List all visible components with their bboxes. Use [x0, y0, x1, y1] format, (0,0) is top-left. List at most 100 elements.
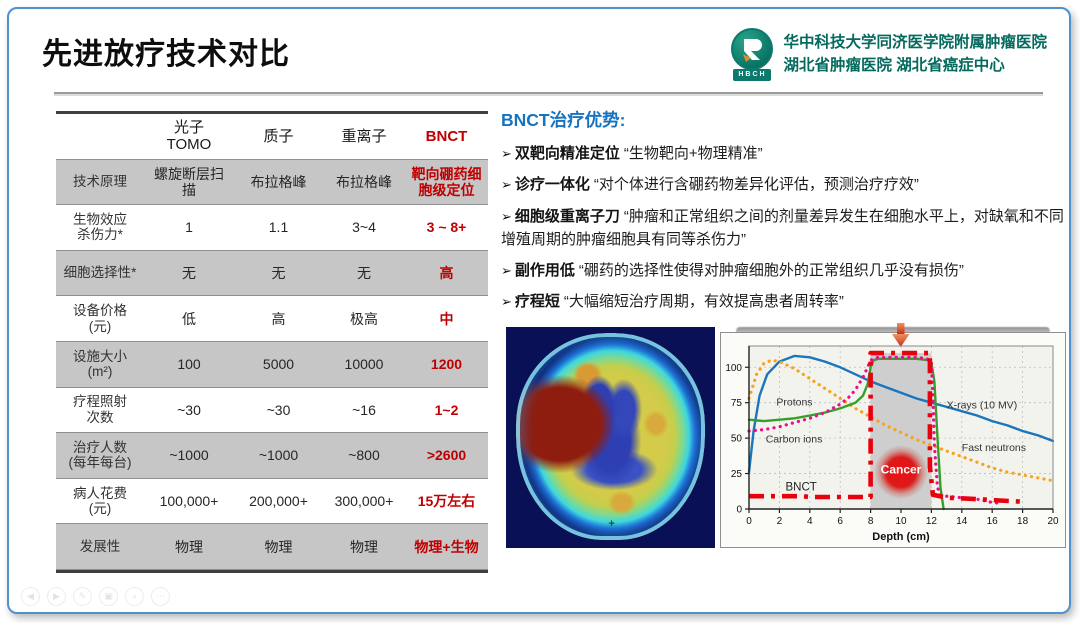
dose-depth-chart-card: 0 2 4 6 8 10 12 14 16 18 20 0 25 50 75 100 Depth (cm) Pro…	[720, 323, 1066, 548]
x-tick-label: 8	[868, 516, 874, 527]
table-cell: ~30	[177, 401, 201, 418]
row-label: 设备价格 (元)	[73, 303, 127, 334]
table-row: 病人花费 (元) 100,000+ 200,000+ 300,000+ 15万左右	[56, 479, 488, 524]
all-slides-button[interactable]: ▣	[99, 587, 118, 606]
x-axis-label: Depth (cm)	[872, 531, 930, 543]
y-tick-label: 0	[736, 505, 742, 516]
table-cell: 物理+生物	[414, 538, 479, 555]
table-row: 细胞选择性* 无 无 无 高	[56, 249, 488, 297]
x-tick-label: 16	[987, 516, 999, 527]
hospital-brand: HBCH 华中科技大学同济医学院附属肿瘤医院 湖北省肿瘤医院 湖北省癌症中心	[730, 27, 1047, 81]
y-tick-label: 75	[731, 398, 743, 409]
table-row: 疗程照射 次数 ~30 ~30 ~16 1~2	[56, 388, 488, 433]
curve-label-x-rays-10-mv-: X-rays (10 MV)	[947, 399, 1018, 411]
chart-card-shadow	[736, 327, 1050, 335]
advantage-quote: “对个体进行含硼药物差异化评估，预测治疗疗效”	[593, 176, 919, 194]
table-row: 光子 TOMO 质子 重离子 BNCT	[56, 114, 488, 159]
table-cell: 布拉格峰	[250, 173, 307, 190]
table-cell: ~1000	[258, 447, 299, 464]
table-cell: 低	[182, 310, 196, 327]
advantages-list: 双靶向精准定位“生物靶向+物理精准” 诊疗一体化“对个体进行含硼药物差异化评估，预…	[501, 142, 1069, 314]
x-tick-label: 10	[895, 516, 907, 527]
advantage-quote: “大幅缩短治疗周期，有效提高患者周转率”	[563, 293, 844, 311]
table-cell: 5000	[262, 356, 295, 373]
advantage-lead: 诊疗一体化	[514, 176, 590, 194]
table-cell: 无	[182, 265, 196, 282]
table-cell: 高	[271, 310, 286, 327]
advantage-lead: 细胞级重离子刀	[514, 207, 620, 225]
zoom-slide-button[interactable]: ⌕	[125, 587, 144, 606]
table-cell: 1~2	[434, 401, 459, 418]
advantages-heading: BNCT治疗优势:	[501, 110, 626, 130]
bnct-advantages: BNCT治疗优势: 双靶向精准定位“生物靶向+物理精准” 诊疗一体化“对个体进行含…	[501, 107, 1069, 322]
hospital-logo-icon: HBCH	[730, 27, 774, 81]
table-cell: 10000	[344, 356, 384, 373]
table-cell: 3 ~ 8+	[426, 219, 467, 236]
column-header: 重离子	[341, 127, 387, 145]
table-cell: 无	[357, 265, 371, 282]
row-label: 技术原理	[73, 174, 127, 190]
table-cell: 布拉格峰	[336, 173, 392, 190]
advantage-lead: 疗程短	[514, 293, 560, 311]
table-row: 发展性 物理 物理 物理 物理+生物	[56, 523, 488, 570]
pen-tool-button[interactable]: ✎	[73, 587, 92, 606]
hospital-name-line2: 湖北省肿瘤医院 湖北省癌症中心	[783, 57, 1005, 74]
table-cell: 200,000+	[249, 493, 308, 509]
curve-label-carbon-ions: Carbon ions	[766, 433, 823, 445]
advantage-lead: 副作用低	[514, 262, 575, 279]
table-cell: 无	[271, 265, 286, 282]
x-tick-label: 14	[956, 516, 968, 527]
advantage-quote: “肿瘤和正常组织之间的剂量差异发生在细胞水平上，对缺氧和不同增殖周期的肿瘤细胞具…	[501, 207, 1064, 248]
previous-slide-button[interactable]: ◀	[21, 587, 40, 606]
tumor-depth-arrow-icon	[892, 323, 910, 347]
more-options-button[interactable]: ⋯	[151, 587, 170, 606]
hospital-name: 华中科技大学同济医学院附属肿瘤医院 湖北省肿瘤医院 湖北省癌症中心	[783, 31, 1047, 78]
hospital-name-line1: 华中科技大学同济医学院附属肿瘤医院	[783, 33, 1047, 51]
table-cell: 1200	[430, 356, 463, 373]
advantage-quote: “硼药的选择性使得对肿瘤细胞外的正常组织几乎没有损伤”	[578, 262, 964, 279]
x-tick-label: 20	[1047, 516, 1059, 527]
series-x-rays-10-mv-	[747, 354, 1055, 474]
next-slide-button[interactable]: ▶	[47, 587, 66, 606]
x-tick-label: 12	[926, 516, 938, 527]
table-cell: 1.1	[268, 219, 289, 236]
x-tick-label: 18	[1017, 516, 1029, 527]
table-cell: 3~4	[352, 219, 376, 236]
cancer-blob	[874, 445, 928, 500]
table-cell: 物理	[264, 538, 293, 555]
curve-label-bnct: BNCT	[785, 482, 816, 494]
y-tick-label: 50	[731, 434, 743, 445]
row-label: 治疗人数 (每年每台)	[68, 439, 132, 471]
presentation-slide: 先进放疗技术对比 HBCH 华中科技大学同济医学院附属肿瘤医院 湖北省肿瘤医院 …	[7, 7, 1071, 614]
row-label: 生物效应 杀伤力*	[73, 211, 127, 243]
table-cell: ~30	[266, 401, 291, 418]
y-tick-label: 25	[731, 469, 743, 480]
table-row: 生物效应 杀伤力* 1 1.1 3~4 3 ~ 8+	[56, 205, 488, 250]
row-label: 疗程照射 次数	[73, 394, 127, 425]
table-cell: ~16	[352, 401, 376, 418]
table-cell: 物理	[350, 538, 378, 555]
table-cell: ~1000	[169, 447, 209, 464]
presenter-controls: ◀ ▶ ✎ ▣ ⌕ ⋯	[21, 587, 170, 606]
table-row: 设备价格 (元) 低 高 极高 中	[56, 296, 488, 341]
advantage-quote: “生物靶向+物理精准”	[623, 145, 763, 162]
x-tick-label: 2	[777, 516, 783, 527]
table-cell: 螺旋断层扫描	[154, 165, 224, 198]
advantage-item: 疗程短“大幅缩短治疗周期，有效提高患者周转率”	[501, 290, 1069, 313]
table-cell: 1	[185, 219, 193, 236]
table-row: 技术原理 螺旋断层扫描 布拉格峰 布拉格峰 靶向硼药细胞级定位	[56, 158, 488, 206]
header-divider	[54, 92, 1043, 94]
x-tick-label: 6	[837, 516, 843, 527]
curve-label-fast-neutrons: Fast neutrons	[962, 442, 1026, 454]
dose-depth-chart: 0 2 4 6 8 10 12 14 16 18 20 0 25 50 75 100 Depth (cm) Pro…	[725, 323, 1059, 543]
advantage-item: 副作用低“硼药的选择性使得对肿瘤细胞外的正常组织几乎没有损伤”	[501, 259, 1069, 282]
table-cell: 100	[177, 356, 201, 373]
brain-pet-overlay	[516, 332, 705, 541]
table-cell: >2600	[426, 447, 467, 464]
table-cell: 物理	[175, 538, 203, 555]
advantage-item: 诊疗一体化“对个体进行含硼药物差异化评估，预测治疗疗效”	[501, 173, 1069, 196]
table-row: 治疗人数 (每年每台) ~1000 ~1000 ~800 >2600	[56, 432, 488, 479]
x-tick-label: 0	[746, 516, 752, 527]
column-header: BNCT	[425, 127, 468, 145]
brain-pet-image: +	[506, 327, 715, 548]
